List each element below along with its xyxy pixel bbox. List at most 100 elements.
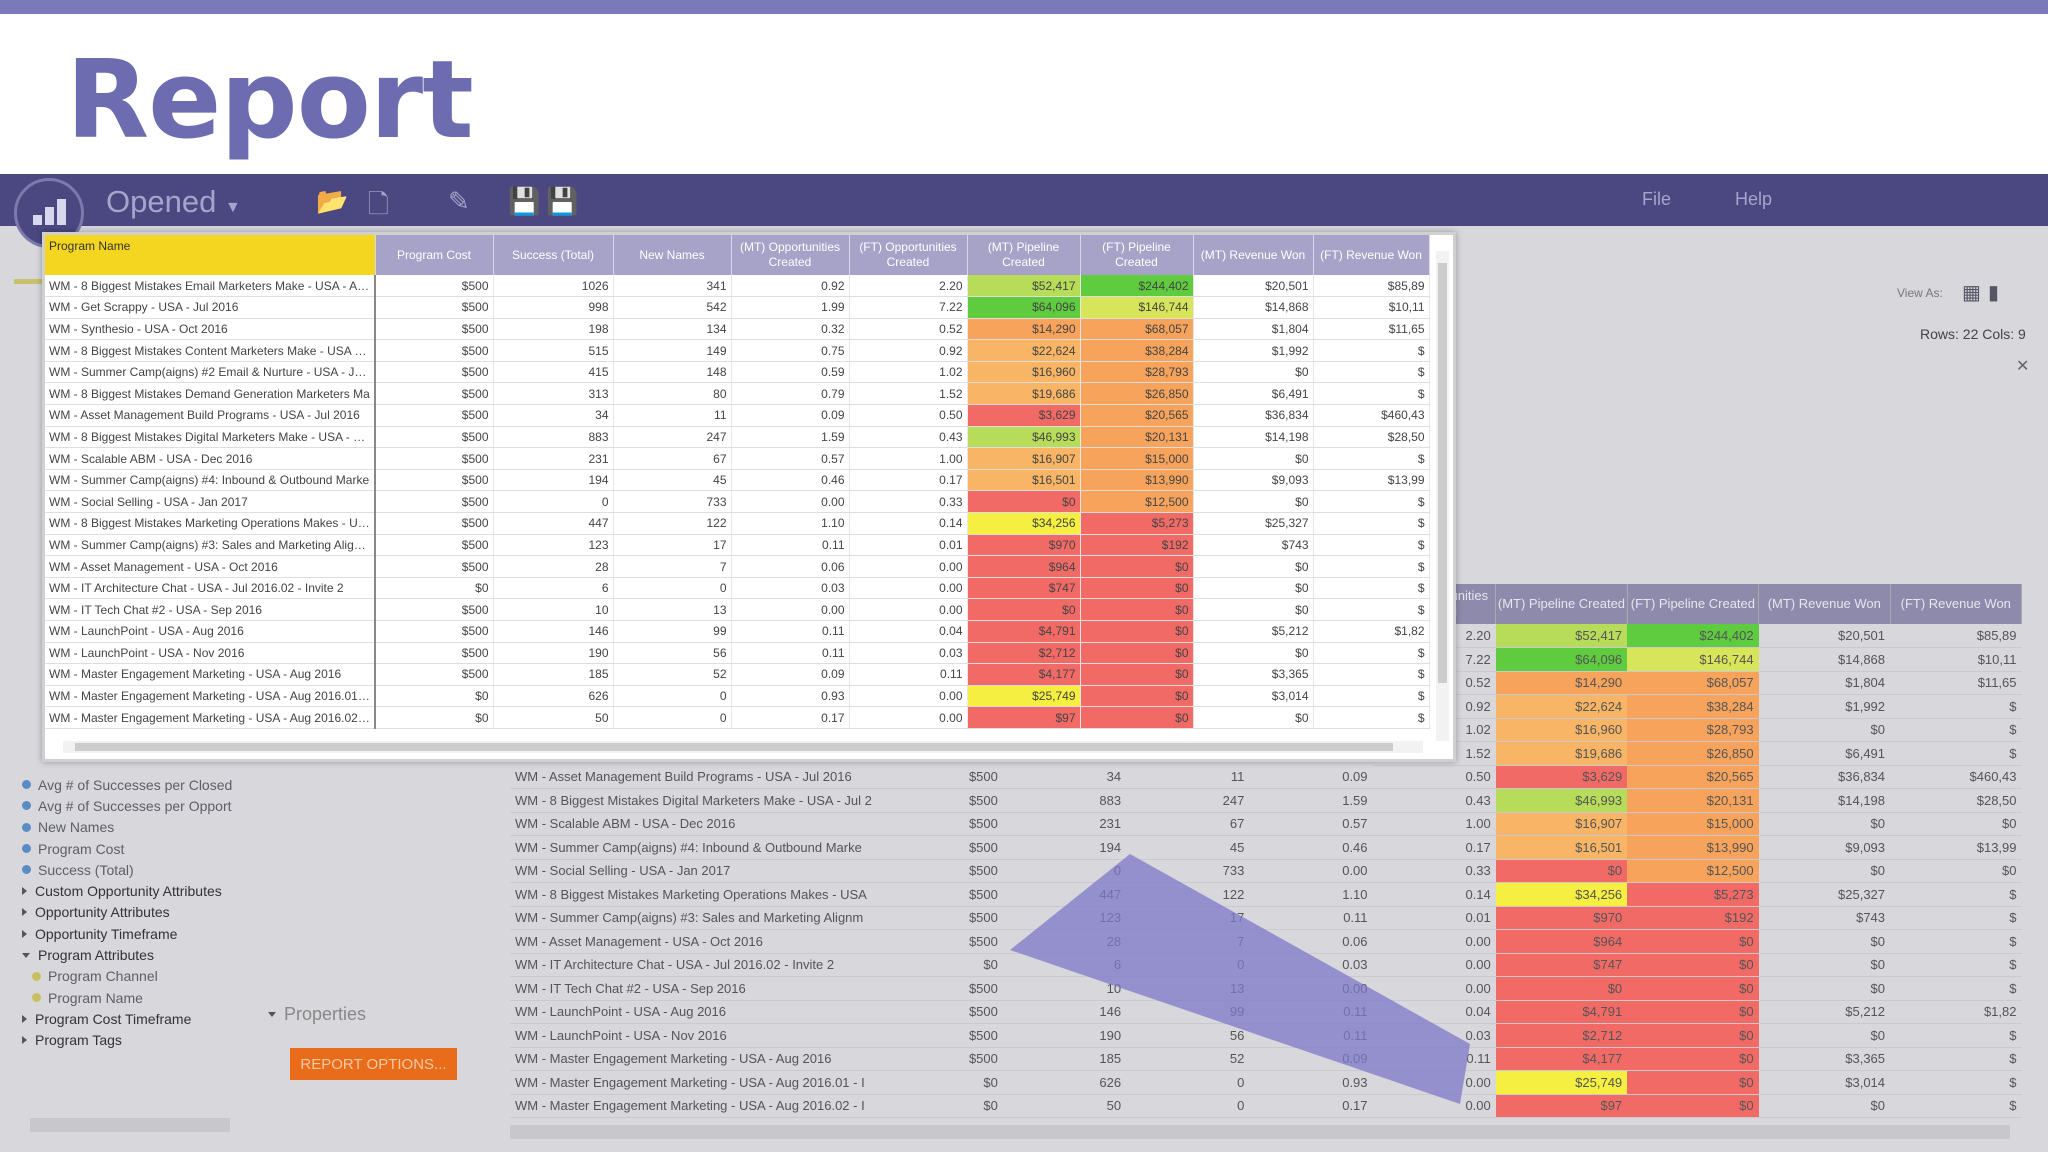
value-cell: $34,256	[967, 512, 1081, 535]
table-horizontal-scrollbar[interactable]	[510, 1125, 2010, 1139]
sidebar-item[interactable]: Program Attributes	[22, 944, 252, 965]
column-header[interactable]: (MT) Revenue Won	[1758, 584, 1891, 624]
table-row[interactable]: WM - 8 Biggest Mistakes Email Marketers …	[45, 275, 1430, 298]
value-cell: 0.06	[731, 555, 850, 578]
sidebar-item[interactable]: Opportunity Timeframe	[22, 923, 252, 944]
value-cell: $10,11	[1313, 296, 1430, 319]
sidebar-item[interactable]: Avg # of Successes per Closed	[22, 774, 252, 795]
table-row[interactable]: WM - IT Tech Chat #2 - USA - Sep 2016 $50…	[45, 598, 1430, 621]
table-row[interactable]: WM - Asset Management Build Programs - U…	[45, 404, 1430, 427]
table-row[interactable]: WM - 8 Biggest Mistakes Demand Generatio…	[45, 382, 1430, 406]
table-row[interactable]: WM - Summer Camp(aigns) #3: Sales and Ma…	[45, 534, 1430, 557]
close-icon[interactable]: ✕	[2016, 358, 2030, 375]
column-header[interactable]: Program Cost	[375, 235, 494, 275]
table-row[interactable]: WM - Asset Management - USA - Oct 2016 $5…	[45, 555, 1430, 578]
table-row[interactable]: WM - Social Selling - USA - Jan 2017 $500…	[510, 859, 2022, 883]
table-row[interactable]: WM - 8 Biggest Mistakes Digital Marketer…	[45, 426, 1430, 449]
table-row[interactable]: WM - IT Architecture Chat - USA - Jul 20…	[45, 577, 1430, 600]
value-cell: $16,960	[1495, 718, 1628, 742]
value-cell: 99	[613, 620, 732, 643]
value-cell: $	[1313, 382, 1430, 406]
sidebar-item[interactable]: Program Tags	[22, 1030, 252, 1051]
column-header[interactable]: (MT) Revenue Won	[1193, 235, 1314, 275]
value-cell: $	[1890, 1094, 2022, 1118]
column-header[interactable]: New Names	[613, 235, 732, 275]
table-row[interactable]: WM - Summer Camp(aigns) #2 Email & Nurtu…	[45, 361, 1430, 384]
horizontal-scrollbar[interactable]	[63, 741, 1423, 753]
table-row[interactable]: WM - Master Engagement Marketing - USA -…	[510, 1047, 2022, 1071]
sidebar-item[interactable]: Opportunity Attributes	[22, 902, 252, 923]
column-header[interactable]: Success (Total)	[493, 235, 614, 275]
menu-help[interactable]: Help	[1735, 189, 1773, 209]
sidebar-item[interactable]: New Names	[22, 817, 252, 838]
table-row[interactable]: 7.22 $64,096 $146,744 $14,868 $10,11	[510, 647, 2022, 672]
sidebar-item[interactable]: Program Channel	[22, 966, 252, 987]
sidebar-scrollbar[interactable]	[30, 1118, 230, 1132]
folder-open-icon[interactable]: 📂	[316, 186, 349, 216]
table-row[interactable]: WM - 8 Biggest Mistakes Marketing Operat…	[45, 512, 1430, 535]
table-row[interactable]: 0.92 $22,624 $38,284 $1,992 $	[510, 694, 2022, 719]
table-row[interactable]: WM - 8 Biggest Mistakes Content Marketer…	[45, 339, 1430, 362]
table-row[interactable]: WM - Master Engagement Marketing - USA -…	[510, 1094, 2022, 1118]
table-row[interactable]: WM - Asset Management Build Programs - U…	[510, 765, 2022, 789]
table-row[interactable]: WM - Get Scrappy - USA - Jul 2016 $500 998…	[45, 296, 1430, 319]
table-row[interactable]: WM - Social Selling - USA - Jan 2017 $500…	[45, 490, 1430, 514]
table-row[interactable]: WM - Scalable ABM - USA - Dec 2016 $500 23…	[45, 447, 1430, 470]
column-header[interactable]: (FT) Pipeline Created	[1627, 584, 1760, 624]
table-row[interactable]: WM - LaunchPoint - USA - Aug 2016 $500 146…	[45, 620, 1430, 643]
sidebar-item[interactable]: Custom Opportunity Attributes	[22, 880, 252, 901]
value-cell: $97	[1495, 1094, 1628, 1118]
table-row[interactable]: 1.52 $19,686 $26,850 $6,491 $	[510, 741, 2022, 766]
table-row[interactable]: WM - Master Engagement Marketing - USA -…	[45, 663, 1430, 686]
new-report-icon[interactable]: 🗋	[368, 189, 389, 219]
chart-view-icon[interactable]: ▮	[1988, 282, 2000, 304]
value-cell: $500	[375, 512, 494, 535]
value-cell: $3,629	[967, 404, 1081, 427]
report-options-button[interactable]: REPORT OPTIONS...	[290, 1048, 457, 1080]
column-header[interactable]: (FT) Revenue Won	[1890, 584, 2023, 624]
value-cell: $500	[375, 620, 494, 643]
column-header[interactable]: (FT) Opportunities Created	[849, 235, 968, 275]
value-cell: 0.75	[731, 339, 850, 362]
table-row[interactable]: WM - Synthesio - USA - Oct 2016 $500 198 13…	[45, 318, 1430, 341]
table-row[interactable]: WM - Master Engagement Marketing - USA -…	[45, 685, 1430, 708]
sidebar-item[interactable]: Program Cost Timeframe	[22, 1008, 252, 1029]
value-cell: $244,402	[1627, 624, 1759, 648]
table-row[interactable]: WM - Summer Camp(aigns) #4: Inbound & Ou…	[45, 469, 1430, 492]
column-header[interactable]: (FT) Revenue Won	[1313, 235, 1430, 275]
table-row[interactable]: WM - Summer Camp(aigns) #4: Inbound & Ou…	[510, 835, 2022, 860]
value-cell: $500	[375, 598, 494, 621]
save-as-icon[interactable]: 💾	[546, 186, 579, 216]
save-icon[interactable]: 💾	[508, 186, 541, 216]
sidebar-item[interactable]: Avg # of Successes per Opport	[22, 795, 252, 816]
program-name-cell: WM - Master Engagement Marketing - USA -…	[510, 1070, 880, 1095]
sidebar-item[interactable]: Program Cost	[22, 838, 252, 859]
edit-pencil-icon[interactable]: ✎	[448, 186, 470, 216]
value-cell: $0	[1193, 555, 1314, 578]
table-row[interactable]: WM - LaunchPoint - USA - Nov 2016 $500 190…	[45, 642, 1430, 665]
properties-section[interactable]: Properties	[268, 1004, 366, 1025]
table-row[interactable]: WM - 8 Biggest Mistakes Marketing Operat…	[510, 882, 2022, 907]
menu-file[interactable]: File	[1642, 189, 1672, 209]
opened-dropdown[interactable]: Opened ▼	[106, 184, 241, 219]
table-row[interactable]: 2.20 $52,417 $244,402 $20,501 $85,89	[510, 624, 2022, 648]
column-header[interactable]: (MT) Pipeline Created	[1495, 584, 1628, 624]
table-row[interactable]: WM - Master Engagement Marketing - USA -…	[45, 706, 1430, 729]
value-cell: 50	[493, 706, 614, 729]
grid-view-icon[interactable]: ▦	[1962, 282, 1981, 304]
table-row[interactable]: WM - Scalable ABM - USA - Dec 2016 $500 23…	[510, 812, 2022, 836]
column-header[interactable]: (MT) Pipeline Created	[967, 235, 1081, 275]
value-cell: $0	[1193, 490, 1314, 514]
column-header[interactable]: (FT) Pipeline Created	[1080, 235, 1194, 275]
sidebar-item[interactable]: Success (Total)	[22, 859, 252, 880]
table-row[interactable]: WM - 8 Biggest Mistakes Digital Marketer…	[510, 788, 2022, 813]
value-cell: 11	[613, 404, 732, 427]
column-header[interactable]: Program Name	[45, 235, 376, 275]
value-cell: $1,804	[1758, 671, 1891, 695]
table-row[interactable]: WM - LaunchPoint - USA - Aug 2016 $500 146…	[510, 1000, 2022, 1024]
slide-title: Report	[66, 38, 474, 163]
column-header[interactable]: (MT) Opportunities Created	[731, 235, 850, 275]
value-cell: 10	[493, 598, 614, 621]
vertical-scrollbar[interactable]	[1436, 251, 1449, 741]
sidebar-item[interactable]: Program Name	[22, 987, 252, 1008]
